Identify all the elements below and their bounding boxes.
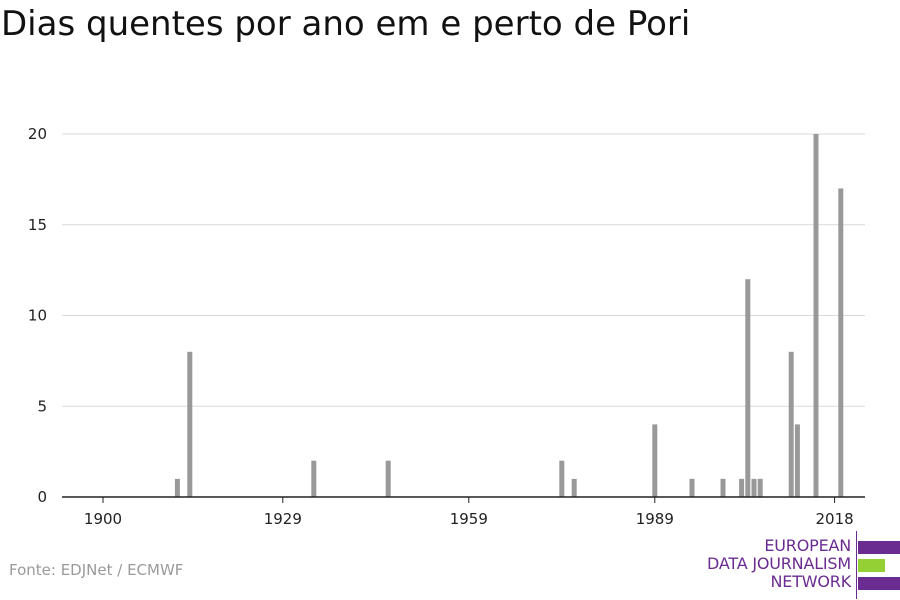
x-tick-label-1900: 1900 [84, 510, 122, 528]
bar-2015 [813, 134, 819, 497]
logo-line-1: EUROPEAN [764, 536, 851, 555]
logo-line-3: NETWORK [770, 572, 852, 591]
bar-2005 [751, 478, 757, 497]
y-tick-label-5: 5 [37, 397, 47, 415]
x-tick-label-1959: 1959 [450, 510, 488, 528]
bar-1912 [174, 478, 180, 497]
bar-1914 [187, 351, 193, 497]
tick-labels: 0 5 10 15 20 1900 1929 1959 1989 2018 [28, 125, 854, 528]
edjnet-logo: EUROPEAN DATA JOURNALISM NETWORK [700, 531, 900, 599]
bar-2004 [745, 279, 751, 497]
logo-divider [856, 531, 857, 599]
y-tick-label-15: 15 [28, 216, 47, 234]
bar-2012 [794, 424, 800, 497]
bar-2019 [838, 188, 844, 497]
bar-1946 [385, 460, 391, 497]
bar-1995 [689, 478, 695, 497]
bar-1976 [571, 478, 577, 497]
x-tick-label-2018: 2018 [816, 510, 854, 528]
axes [62, 496, 865, 503]
bar-2006 [757, 478, 763, 497]
bar-2000 [720, 478, 726, 497]
gridlines [62, 133, 865, 407]
bar-2003 [739, 478, 745, 497]
source-note: Fonte: EDJNet / ECMWF [9, 561, 184, 579]
x-tick-label-1929: 1929 [264, 510, 302, 528]
logo-bar-top [858, 541, 900, 554]
bar-chart: 0 5 10 15 20 1900 1929 1959 1989 2018 [28, 125, 865, 528]
logo-line-2: DATA JOURNALISM [707, 554, 851, 573]
bar-2011 [788, 351, 794, 497]
logo-bar-middle [858, 559, 885, 572]
logo-text: EUROPEAN DATA JOURNALISM NETWORK [707, 537, 851, 591]
bars [174, 134, 844, 497]
y-tick-label-0: 0 [37, 488, 47, 506]
bar-1989 [652, 424, 658, 497]
logo-bar-bottom [858, 577, 900, 590]
x-tick-label-1989: 1989 [636, 510, 674, 528]
chart-title: Dias quentes por ano em e perto de Pori [1, 4, 691, 44]
bar-1974 [559, 460, 565, 497]
bar-1934 [311, 460, 317, 497]
y-tick-label-10: 10 [28, 307, 47, 325]
y-tick-label-20: 20 [28, 125, 47, 143]
